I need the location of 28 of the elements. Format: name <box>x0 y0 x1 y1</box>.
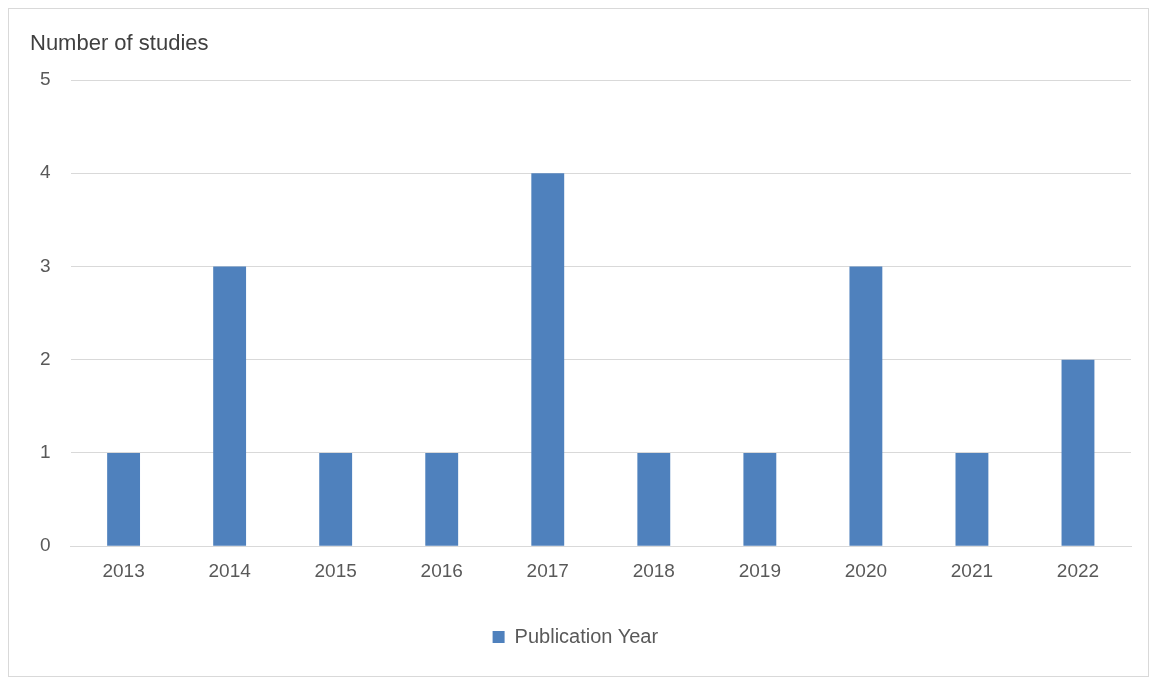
x-tick-label: 2021 <box>950 559 994 581</box>
bar <box>743 452 777 546</box>
bar <box>107 452 141 546</box>
x-tick-label: 2015 <box>314 559 357 581</box>
bar <box>1061 359 1095 546</box>
x-tick-label: 2018 <box>632 559 675 581</box>
x-tick-label: 2017 <box>526 559 569 581</box>
y-tick-label: 0 <box>39 534 51 556</box>
x-tick-label: 2020 <box>844 559 888 581</box>
bar <box>955 452 989 546</box>
bar <box>849 266 883 546</box>
x-tick-label: 2013 <box>102 559 145 581</box>
bar <box>213 266 247 546</box>
x-tick-label: 2022 <box>1056 559 1100 581</box>
y-tick-label: 2 <box>39 347 51 369</box>
y-axis-title: Number of studies <box>30 30 209 56</box>
x-tick-label: 2016 <box>420 559 463 581</box>
bar <box>637 452 671 546</box>
y-tick-label: 5 <box>39 68 51 90</box>
bar <box>319 452 353 546</box>
bar <box>531 173 565 546</box>
y-tick-label: 1 <box>39 441 51 463</box>
x-tick-label: 2019 <box>738 559 781 581</box>
y-tick-label: 3 <box>39 254 51 276</box>
x-tick-label: 2014 <box>208 559 252 581</box>
bar <box>425 452 459 546</box>
legend-label: Publication Year <box>514 624 659 647</box>
y-tick-label: 4 <box>39 161 51 183</box>
